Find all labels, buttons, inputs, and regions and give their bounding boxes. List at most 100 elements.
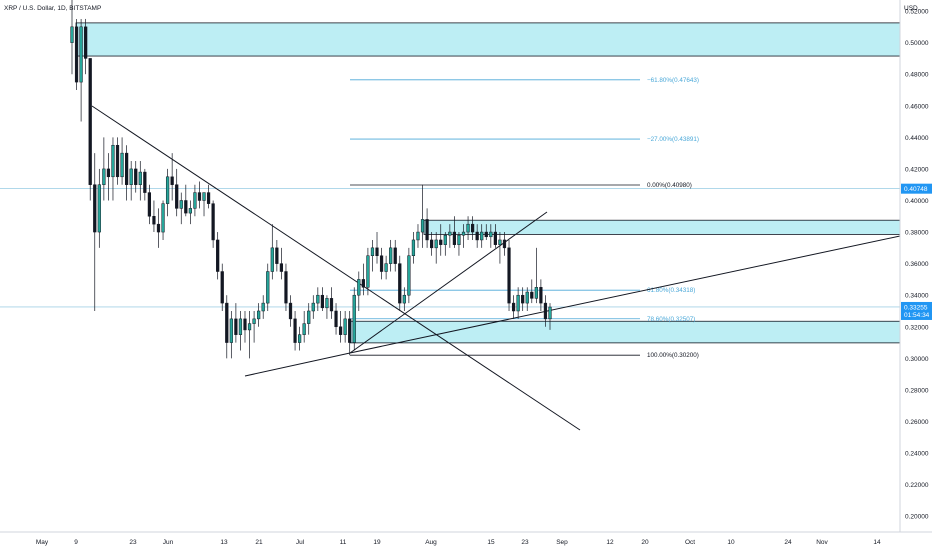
candle[interactable]	[434, 232, 438, 264]
candle[interactable]	[366, 247, 370, 296]
candle[interactable]	[548, 303, 552, 330]
candle[interactable]	[243, 310, 247, 343]
candle[interactable]	[470, 216, 475, 240]
candle[interactable]	[298, 326, 302, 351]
candle[interactable]	[411, 232, 416, 264]
candle[interactable]	[430, 232, 434, 256]
candle[interactable]	[238, 310, 243, 351]
candle[interactable]	[543, 295, 548, 327]
candle[interactable]	[279, 247, 284, 280]
candle[interactable]	[143, 168, 147, 201]
candle[interactable]	[348, 310, 352, 356]
candle[interactable]	[293, 310, 297, 351]
candle[interactable]	[357, 271, 361, 311]
candle[interactable]	[338, 310, 343, 343]
candle[interactable]	[457, 232, 461, 256]
candle[interactable]	[270, 224, 274, 280]
candle[interactable]	[106, 153, 111, 201]
candle[interactable]	[384, 255, 388, 280]
candle[interactable]	[216, 232, 220, 280]
candle[interactable]	[79, 18, 83, 122]
candle[interactable]	[129, 161, 133, 201]
candle[interactable]	[493, 224, 497, 248]
candle[interactable]	[97, 168, 101, 248]
candle[interactable]	[316, 287, 320, 311]
candle[interactable]	[284, 263, 288, 311]
candle[interactable]	[202, 192, 206, 217]
zone-rect[interactable]	[75, 22, 901, 57]
candle[interactable]	[93, 153, 97, 311]
candle[interactable]	[452, 216, 457, 248]
candle[interactable]	[152, 200, 156, 233]
candle[interactable]	[211, 200, 215, 248]
descending-trendline[interactable]	[91, 105, 581, 431]
candle[interactable]	[138, 161, 142, 201]
candle[interactable]	[507, 239, 511, 311]
candle[interactable]	[448, 224, 452, 248]
candle[interactable]	[261, 295, 265, 319]
candle[interactable]	[484, 224, 488, 240]
candle[interactable]	[398, 255, 402, 311]
candle[interactable]	[225, 295, 229, 359]
candle[interactable]	[247, 310, 252, 359]
candle[interactable]	[502, 232, 507, 256]
candle[interactable]	[102, 137, 106, 201]
candle[interactable]	[302, 310, 306, 343]
candle[interactable]	[175, 168, 179, 217]
candle[interactable]	[257, 303, 261, 327]
candle[interactable]	[389, 239, 393, 272]
candle[interactable]	[165, 168, 170, 217]
candle[interactable]	[288, 295, 293, 327]
candle[interactable]	[266, 263, 270, 311]
support-trendline-left[interactable]	[244, 352, 351, 377]
candle[interactable]	[530, 279, 534, 304]
candle[interactable]	[84, 18, 88, 75]
candle[interactable]	[439, 224, 443, 256]
candle[interactable]	[461, 224, 466, 248]
rising-wedge-line-steep[interactable]	[349, 211, 548, 354]
candle[interactable]	[275, 239, 279, 272]
candle[interactable]	[375, 232, 379, 264]
candle[interactable]	[534, 247, 538, 304]
candle[interactable]	[70, 0, 74, 75]
candle[interactable]	[425, 208, 429, 248]
candle[interactable]	[407, 247, 411, 304]
candle[interactable]	[197, 181, 202, 209]
candle[interactable]	[329, 287, 334, 319]
candle[interactable]	[147, 184, 152, 225]
candle[interactable]	[521, 287, 525, 311]
candle[interactable]	[420, 184, 425, 248]
candle[interactable]	[475, 224, 479, 248]
candle[interactable]	[489, 224, 493, 248]
candle[interactable]	[125, 145, 129, 201]
candle[interactable]	[370, 239, 375, 272]
candle[interactable]	[320, 287, 324, 311]
rising-wedge-line-flat[interactable]	[349, 235, 901, 354]
candle[interactable]	[220, 263, 224, 311]
candle[interactable]	[325, 295, 329, 319]
candle[interactable]	[343, 310, 347, 343]
candle[interactable]	[170, 153, 174, 201]
candle[interactable]	[466, 216, 470, 240]
candle[interactable]	[416, 224, 420, 248]
candle[interactable]	[193, 184, 197, 217]
candle[interactable]	[206, 184, 211, 209]
candle[interactable]	[480, 224, 484, 248]
candle[interactable]	[539, 279, 543, 311]
candle[interactable]	[352, 287, 356, 351]
candle[interactable]	[88, 58, 92, 201]
candle[interactable]	[74, 18, 79, 90]
candle[interactable]	[115, 137, 120, 185]
candle[interactable]	[234, 303, 238, 343]
candle[interactable]	[252, 310, 256, 343]
candle[interactable]	[525, 287, 529, 311]
candle[interactable]	[498, 232, 502, 264]
candle[interactable]	[311, 295, 315, 319]
candle[interactable]	[443, 232, 447, 256]
candle[interactable]	[307, 303, 311, 335]
candle[interactable]	[111, 137, 115, 201]
candle[interactable]	[402, 287, 406, 311]
candle[interactable]	[161, 200, 165, 240]
candle[interactable]	[361, 263, 365, 296]
